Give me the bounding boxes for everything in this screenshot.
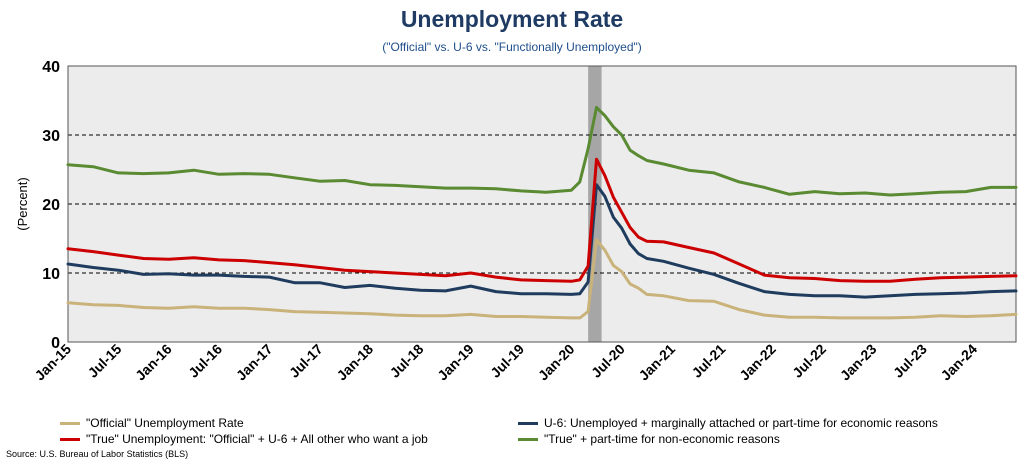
- x-tick-label: Jan-22: [736, 341, 779, 384]
- legend-label-official: "Official" Unemployment Rate: [86, 416, 244, 430]
- y-axis-label: (Percent): [15, 177, 30, 230]
- legend-swatch-functional: [518, 437, 538, 441]
- source-note: Source: U.S. Bureau of Labor Statistics …: [6, 449, 189, 459]
- x-tick-label: Jul-21: [689, 341, 729, 381]
- legend-swatch-true: [60, 437, 80, 441]
- x-tick-label: Jul-15: [85, 341, 125, 381]
- x-tick-label: Jan-21: [635, 341, 678, 384]
- legend-item-true: "True" Unemployment: "Official" + U-6 + …: [60, 432, 428, 446]
- y-tick-label: 40: [42, 59, 60, 76]
- y-tick-label: 20: [42, 197, 60, 214]
- x-tick-label: Jan-24: [937, 341, 980, 384]
- plot-frame: [67, 65, 1017, 343]
- x-tick-label: Jan-17: [233, 341, 276, 384]
- legend-item-functional: "True" + part-time for non-economic reas…: [518, 432, 780, 446]
- x-tick-label: Jan-20: [535, 341, 578, 384]
- series-line-u6: [66, 183, 1018, 299]
- x-tick-label: Jul-18: [387, 341, 427, 381]
- y-tick-label: 30: [42, 128, 60, 145]
- x-tick-label: Jan-18: [333, 341, 376, 384]
- x-tick-label: Jan-19: [434, 341, 477, 384]
- legend-item-official: "Official" Unemployment Rate: [60, 416, 244, 430]
- legend-swatch-official: [60, 421, 80, 425]
- series-line-official: [66, 238, 1018, 320]
- chart-title: Unemployment Rate: [400, 6, 624, 32]
- x-tick-label: Jan-23: [837, 341, 880, 384]
- x-tick-label: Jul-17: [286, 341, 326, 381]
- series-line-true: [66, 157, 1018, 283]
- x-tick-label: Jul-23: [890, 341, 930, 381]
- y-tick-label: 10: [42, 266, 60, 283]
- x-tick-label: Jul-20: [588, 341, 628, 381]
- y-tick-label: 0: [51, 335, 60, 352]
- legend-label-functional: "True" + part-time for non-economic reas…: [544, 432, 780, 446]
- x-tick-label: Jan-16: [132, 341, 175, 384]
- chart-subtitle: ("Official" vs. U-6 vs. "Functionally Un…: [382, 40, 642, 54]
- legend-label-true: "True" Unemployment: "Official" + U-6 + …: [86, 432, 428, 446]
- x-tick-label: Jul-19: [487, 341, 527, 381]
- x-tick-label: Jul-16: [185, 341, 225, 381]
- legend-item-u6: U-6: Unemployed + marginally attached or…: [518, 416, 938, 430]
- series-line-functional: [66, 105, 1018, 197]
- legend-swatch-u6: [518, 421, 538, 425]
- x-tick-label: Jul-22: [789, 341, 829, 381]
- legend-label-u6: U-6: Unemployed + marginally attached or…: [544, 416, 938, 430]
